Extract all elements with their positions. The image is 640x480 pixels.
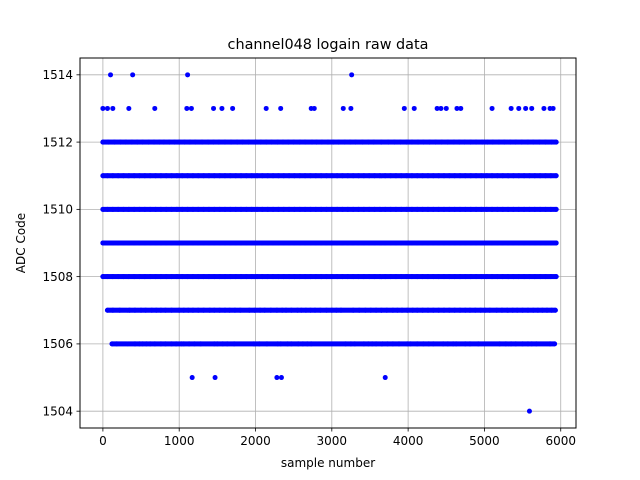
- data-point: [411, 105, 417, 111]
- data-point: [219, 105, 225, 111]
- data-point: [108, 72, 114, 78]
- data-point: [489, 105, 495, 111]
- data-point: [212, 375, 218, 381]
- data-point: [278, 105, 284, 111]
- data-point: [508, 105, 514, 111]
- data-point: [454, 105, 460, 111]
- data-point: [110, 105, 116, 111]
- data-points: [100, 72, 559, 414]
- data-point: [523, 105, 529, 111]
- y-axis: 1504 1506 1508 1510 1512 1514: [42, 68, 80, 418]
- data-point: [443, 105, 449, 111]
- x-tick-label: 4000: [393, 434, 424, 448]
- plot-area-frame: [79, 57, 577, 429]
- data-point: [130, 72, 136, 78]
- data-point: [553, 274, 559, 280]
- data-point: [382, 375, 388, 381]
- data-point: [185, 72, 191, 78]
- x-tick-label: 6000: [545, 434, 576, 448]
- data-point: [541, 105, 547, 111]
- data-point: [278, 375, 284, 381]
- data-point: [553, 206, 559, 212]
- data-point: [553, 173, 559, 179]
- data-point: [553, 240, 559, 246]
- data-point: [274, 375, 280, 381]
- data-point: [550, 105, 556, 111]
- data-point: [438, 105, 444, 111]
- y-tick-label: 1504: [42, 404, 73, 418]
- data-point: [458, 105, 464, 111]
- x-axis: 0 1000 2000 3000 4000 5000 6000: [99, 428, 576, 448]
- y-axis-label: ADC Code: [14, 213, 28, 273]
- data-point: [100, 105, 106, 111]
- data-point: [516, 105, 522, 111]
- data-point: [552, 307, 558, 313]
- data-point: [401, 105, 407, 111]
- data-point: [340, 105, 346, 111]
- x-tick-label: 1000: [164, 434, 195, 448]
- data-point: [551, 341, 557, 347]
- x-axis-label: sample number: [281, 456, 375, 470]
- y-tick-label: 1508: [42, 270, 73, 284]
- y-tick-label: 1506: [42, 337, 73, 351]
- data-point: [126, 105, 132, 111]
- y-tick-label: 1512: [42, 135, 73, 149]
- data-point: [349, 72, 355, 78]
- y-tick-label: 1510: [42, 203, 73, 217]
- data-point: [553, 139, 559, 145]
- x-tick-label: 3000: [317, 434, 348, 448]
- data-point: [188, 105, 194, 111]
- data-point: [529, 105, 535, 111]
- data-point: [348, 105, 354, 111]
- data-point: [104, 105, 110, 111]
- data-point: [526, 408, 532, 414]
- data-point: [211, 105, 217, 111]
- data-point: [184, 105, 190, 111]
- y-tick-label: 1514: [42, 68, 73, 82]
- data-point: [189, 375, 195, 381]
- data-point: [152, 105, 158, 111]
- chart-title: channel048 logain raw data: [228, 37, 429, 53]
- data-point: [230, 105, 236, 111]
- data-point: [434, 105, 440, 111]
- x-tick-label: 5000: [469, 434, 500, 448]
- x-tick-label: 0: [99, 434, 107, 448]
- data-point: [263, 105, 269, 111]
- data-point: [311, 105, 317, 111]
- x-tick-label: 2000: [240, 434, 271, 448]
